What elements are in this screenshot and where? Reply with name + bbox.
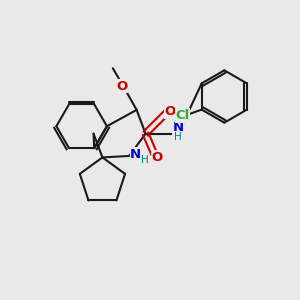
Text: O: O (116, 80, 128, 93)
Text: O: O (164, 105, 175, 118)
Text: Cl: Cl (175, 109, 190, 122)
Text: N: N (130, 148, 141, 161)
Text: N: N (173, 121, 184, 134)
Text: H: H (141, 154, 148, 164)
Text: H: H (174, 132, 182, 142)
Text: O: O (151, 151, 163, 164)
